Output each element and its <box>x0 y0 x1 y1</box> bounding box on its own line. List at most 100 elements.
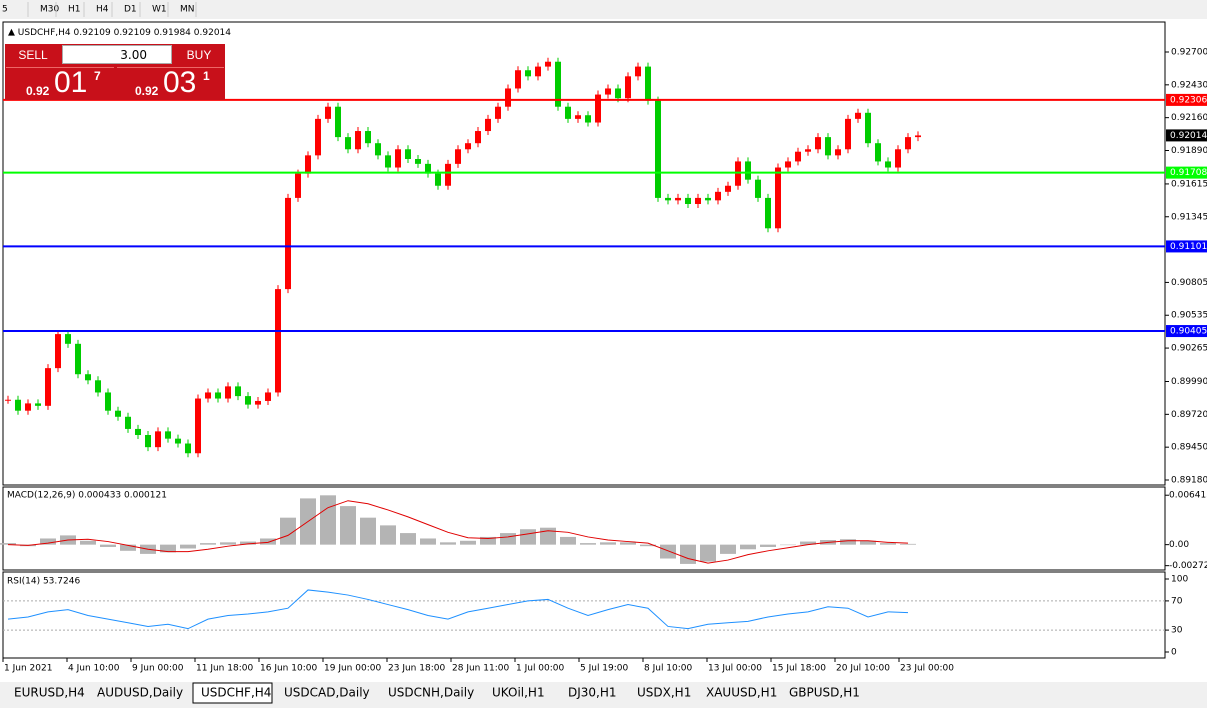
y-tick-label: 0.90265 <box>1171 344 1207 354</box>
timeframe-button[interactable]: H1 <box>68 5 81 15</box>
candle <box>385 155 391 168</box>
tab[interactable] <box>380 683 480 703</box>
candle <box>35 403 41 406</box>
x-tick-label: 13 Jul 00:00 <box>708 664 762 674</box>
macd-bar <box>200 543 216 545</box>
level-label: 0.92306 <box>1170 95 1207 105</box>
candle <box>495 106 501 119</box>
tab[interactable] <box>89 683 189 703</box>
candle <box>655 100 661 198</box>
candle <box>745 161 751 180</box>
candle <box>645 66 651 101</box>
y-tick-label: 0.90535 <box>1171 311 1207 321</box>
tab[interactable] <box>698 683 777 703</box>
candle <box>725 185 731 192</box>
candle <box>215 392 221 399</box>
level-label: 0.90405 <box>1170 327 1207 337</box>
timeframe-button[interactable]: H4 <box>96 5 109 15</box>
candle <box>795 151 801 162</box>
timeframe-button[interactable]: 5 <box>2 5 8 15</box>
candle <box>25 403 31 411</box>
macd-bar <box>560 536 576 545</box>
candle <box>635 66 641 77</box>
candle <box>675 197 681 201</box>
candle <box>905 137 911 150</box>
x-tick-label: 9 Jun 00:00 <box>132 664 184 674</box>
y-tick-label: 70 <box>1171 596 1183 606</box>
tab[interactable] <box>560 683 625 703</box>
macd-bar <box>660 544 676 559</box>
candle <box>195 398 201 454</box>
buy-button[interactable]: BUY <box>174 45 224 65</box>
candle <box>475 131 481 144</box>
macd-bar <box>320 495 336 545</box>
level-tag <box>1166 93 1207 106</box>
candle <box>485 118 491 132</box>
candle <box>515 70 521 89</box>
x-tick-label: 4 Jun 10:00 <box>68 664 120 674</box>
macd-bar <box>120 544 136 551</box>
tab[interactable] <box>6 683 85 703</box>
candle <box>325 106 331 119</box>
tab[interactable] <box>276 683 376 703</box>
candle <box>105 392 111 411</box>
low: 0.91984 <box>154 28 191 38</box>
candle <box>845 118 851 150</box>
macd-bar <box>0 543 16 545</box>
price-panel <box>2 21 1166 486</box>
timeframe-button[interactable]: MN <box>180 5 195 15</box>
buy-price[interactable]: 0.92 03 1 <box>117 66 224 100</box>
candle <box>345 137 351 150</box>
macd-bar <box>800 541 816 545</box>
candle <box>65 334 71 344</box>
timeframe-button[interactable]: W1 <box>152 5 167 15</box>
current-price-tag <box>1166 129 1207 142</box>
timeframe-button[interactable]: M30 <box>40 5 59 15</box>
candle <box>605 88 611 95</box>
tab[interactable] <box>484 683 556 703</box>
candle <box>145 435 151 448</box>
macd-bar <box>760 544 776 547</box>
candle <box>665 197 671 201</box>
sell-price[interactable]: 0.92 01 7 <box>6 66 114 100</box>
macd-bar <box>740 544 756 550</box>
y-tick-label: 0.92430 <box>1171 80 1207 90</box>
macd-bar <box>280 517 296 545</box>
candle <box>705 197 711 201</box>
candle <box>915 135 921 138</box>
candle <box>45 368 51 406</box>
x-tick-label: 19 Jun 00:00 <box>324 664 381 674</box>
sell-button[interactable]: SELL <box>6 45 60 65</box>
y-tick-label: 100 <box>1171 575 1188 585</box>
candle <box>835 149 841 156</box>
candle <box>75 343 81 375</box>
symbol: USDCHF,H4 <box>18 28 71 38</box>
lot-input[interactable]: 3.00 <box>62 45 172 64</box>
tab[interactable] <box>192 682 273 704</box>
candle <box>775 167 781 229</box>
candle <box>575 115 581 119</box>
high: 0.92109 <box>114 28 151 38</box>
candle <box>445 163 451 186</box>
candle <box>55 334 61 369</box>
x-tick-label: 1 Jul 00:00 <box>516 664 565 674</box>
tab[interactable] <box>629 683 694 703</box>
tab[interactable] <box>781 683 860 703</box>
macd-bar <box>240 541 256 545</box>
macd-bar <box>780 544 796 546</box>
macd-bar <box>440 542 456 545</box>
macd-signal <box>7 500 909 564</box>
x-tick-label: 5 Jul 19:00 <box>580 664 629 674</box>
x-tick-label: 8 Jul 10:00 <box>644 664 693 674</box>
x-tick-label: 11 Jun 18:00 <box>196 664 253 674</box>
rsi-line <box>7 589 909 630</box>
candle <box>545 61 551 67</box>
candle <box>275 289 281 393</box>
macd-bar <box>460 540 476 545</box>
macd-bar <box>840 539 856 545</box>
y-tick-label: 0.89450 <box>1171 443 1207 453</box>
candle <box>85 374 91 381</box>
timeframe-button[interactable]: D1 <box>124 5 137 15</box>
